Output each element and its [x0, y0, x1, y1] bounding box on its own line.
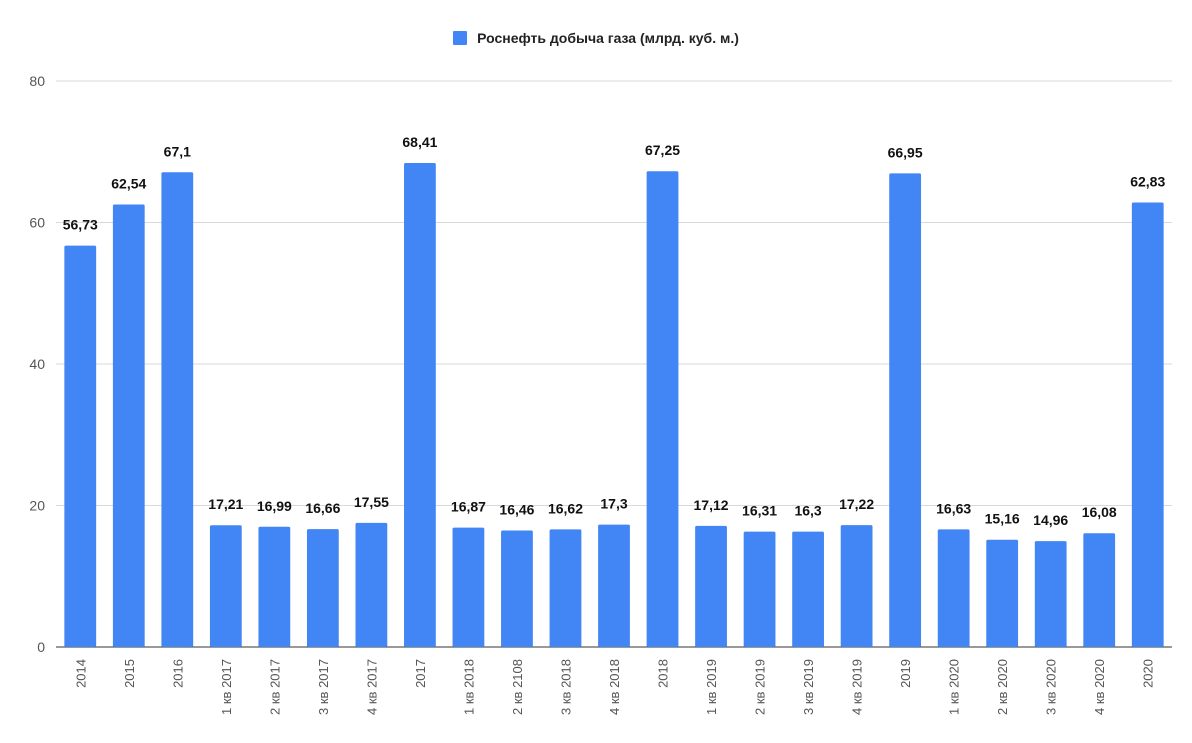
x-tick-label: 2 кв 2019 [753, 659, 768, 715]
bar [695, 525, 727, 647]
bar [549, 529, 582, 647]
x-tick-label: 2014 [73, 659, 88, 688]
data-label: 16,08 [1082, 504, 1117, 520]
bar [840, 525, 873, 647]
x-tick-label: 4 кв 2018 [607, 659, 622, 715]
bar [937, 529, 970, 647]
bar [306, 529, 339, 647]
data-label: 62,54 [111, 176, 146, 192]
bar [355, 522, 388, 647]
bar [258, 526, 291, 647]
data-label: 17,21 [208, 496, 243, 512]
y-tick-label: 60 [29, 215, 45, 231]
data-label: 67,25 [645, 142, 680, 158]
bar [598, 524, 630, 647]
bar [646, 171, 679, 648]
x-axis: 2014 2015 2016 1 кв 2017 2 кв 2017 3 кв 2017 4… [73, 659, 1155, 715]
data-label: 17,55 [354, 494, 389, 510]
bar [209, 525, 242, 647]
x-tick-label: 1 кв 2018 [461, 659, 476, 715]
data-label: 14,96 [1033, 512, 1068, 528]
bar [1034, 541, 1067, 647]
x-tick-label: 4 кв 2017 [364, 659, 379, 715]
x-tick-label: 1 кв 2019 [704, 659, 719, 715]
data-label: 17,12 [694, 497, 729, 513]
x-tick-label: 2016 [170, 659, 185, 688]
x-tick-label: 4 кв 2019 [850, 659, 865, 715]
bar [452, 527, 485, 647]
y-tick-label: 0 [37, 639, 45, 655]
x-tick-label: 1 кв 2017 [219, 659, 234, 715]
data-label: 16,62 [548, 500, 583, 516]
data-label: 16,66 [305, 500, 340, 516]
data-label: 17,3 [600, 496, 627, 512]
bar [64, 245, 97, 647]
bar [1083, 533, 1116, 647]
y-tick-label: 20 [29, 498, 45, 514]
data-label: 62,83 [1130, 173, 1165, 189]
chart-legend: Роснефть добыча газа (млрд. куб. м.) [0, 30, 1192, 46]
x-tick-label: 2019 [898, 659, 913, 688]
data-label: 66,95 [888, 144, 923, 160]
y-tick-label: 80 [29, 73, 45, 89]
bar [161, 172, 194, 647]
x-tick-label: 4 кв 2020 [1092, 659, 1107, 715]
x-tick-label: 3 кв 2020 [1044, 659, 1059, 715]
bar-series [64, 162, 1164, 648]
x-tick-label: 2 кв 2108 [510, 659, 525, 715]
x-tick-label: 2 кв 2017 [267, 659, 282, 715]
legend-label: Роснефть добыча газа (млрд. куб. м.) [477, 30, 739, 46]
x-tick-label: 3 кв 2017 [316, 659, 331, 715]
data-label: 16,46 [499, 502, 534, 518]
legend-swatch [453, 31, 468, 45]
x-tick-label: 1 кв 2020 [947, 659, 962, 715]
data-label: 67,1 [164, 143, 191, 159]
x-tick-label: 2020 [1141, 659, 1156, 688]
bar [404, 162, 436, 647]
x-tick-label: 2017 [413, 659, 428, 688]
x-tick-label: 2 кв 2020 [995, 659, 1010, 715]
data-label: 16,3 [794, 503, 821, 519]
data-label: 17,22 [839, 496, 874, 512]
data-labels: 56,73 62,54 67,1 17,21 16,99 16,66 17,55 68,41 1… [63, 134, 1166, 528]
bar [1131, 202, 1164, 647]
x-tick-label: 2015 [122, 659, 137, 688]
x-tick-label: 3 кв 2019 [801, 659, 816, 715]
y-axis: 0 20 40 60 80 [29, 73, 45, 655]
bar [792, 531, 824, 647]
x-tick-label: 3 кв 2018 [558, 659, 573, 715]
x-tick-label: 2018 [656, 659, 671, 688]
data-label: 16,31 [742, 503, 777, 519]
data-label: 16,99 [257, 498, 292, 514]
data-label: 16,87 [451, 499, 486, 515]
data-label: 56,73 [63, 217, 98, 233]
bar [889, 173, 922, 648]
data-label: 68,41 [402, 134, 437, 150]
bar [986, 539, 1019, 647]
bar [743, 531, 776, 647]
data-label: 16,63 [936, 500, 971, 516]
data-label: 15,16 [985, 511, 1020, 527]
y-tick-label: 40 [29, 356, 45, 372]
bar [501, 530, 533, 647]
bar [112, 204, 145, 648]
